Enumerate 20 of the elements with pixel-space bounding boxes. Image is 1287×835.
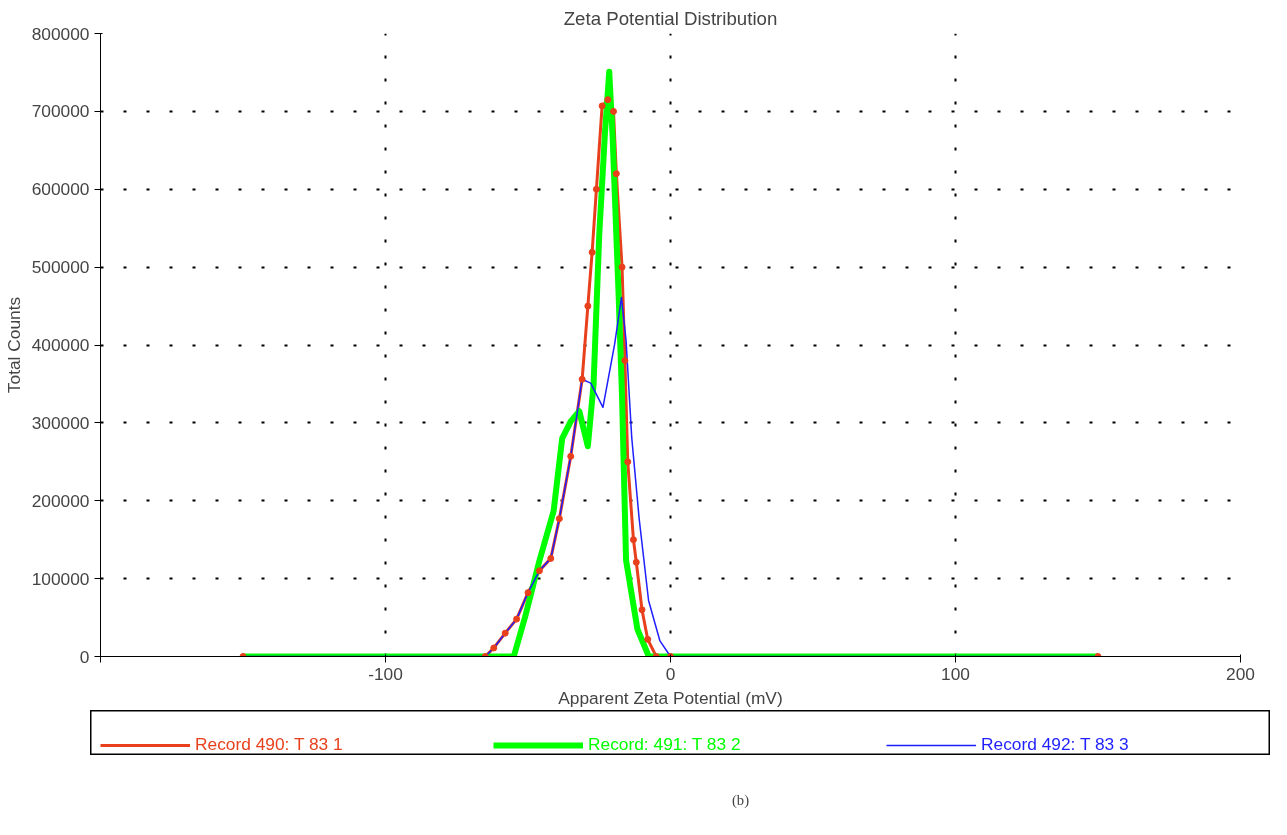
y-tick-label: 0 [79,646,90,667]
text: Record 490: T 83 1 [195,734,343,755]
y-tick-label: 300000 [31,412,90,433]
x-tick-label: 100 [941,663,970,684]
text: Record: 491: T 83 2 [588,734,741,755]
x-tick-label: 200 [1226,663,1255,684]
y-tick-label: 400000 [31,335,90,355]
y-tick-label: 600000 [31,179,90,200]
x-tick-label: -100 [368,663,403,684]
x-axis-title: Apparent Zeta Potential (mV) [558,687,783,708]
y-tick-label: 700000 [31,101,90,122]
y-tick-label: 100000 [31,568,90,589]
x-tick-label: 0 [665,663,676,684]
y-tick-label: 200000 [31,490,90,511]
chart-title: Zeta Potential Distribution [563,7,778,29]
text: Record 492: T 83 3 [981,734,1129,755]
y-tick-label: 800000 [31,23,90,44]
y-tick-label: 500000 [31,257,90,278]
y-axis-title: Total Counts [3,296,24,394]
text: (b) [731,791,750,809]
